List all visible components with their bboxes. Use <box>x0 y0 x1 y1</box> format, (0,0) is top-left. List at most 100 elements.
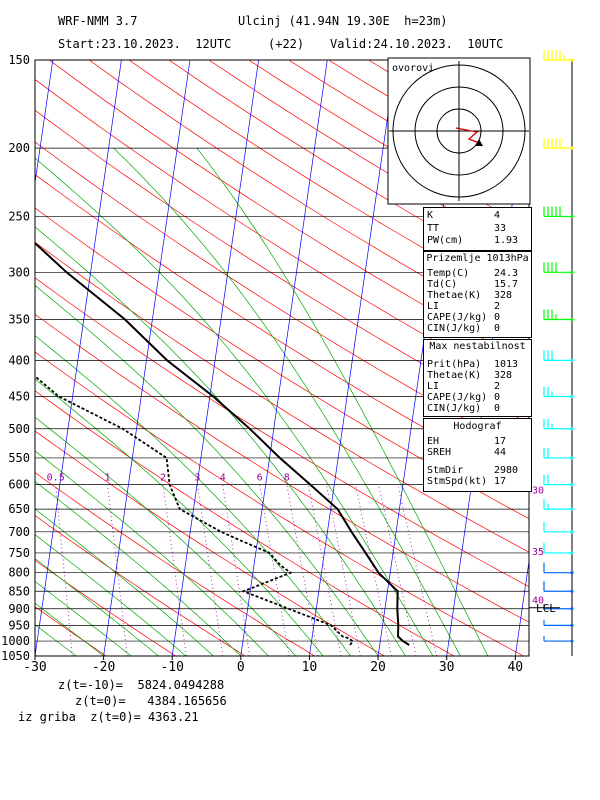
pressure-tick-label: 1000 <box>1 634 30 648</box>
temperature-profile <box>35 241 410 646</box>
wind-barb <box>543 350 574 363</box>
wind-barb <box>543 309 574 322</box>
isotherm-line <box>35 60 54 186</box>
pressure-tick-label: 600 <box>8 478 30 492</box>
pressure-tick-label: 550 <box>8 451 30 465</box>
height-t-zero-model: iz griba z(t=0)= 4363.21 <box>18 710 199 724</box>
moist-adiabat-line <box>35 335 351 656</box>
max-instability-value: 0 <box>494 392 501 403</box>
pressure-tick-label: 300 <box>8 265 30 279</box>
max-instability-label: Prit(hPa) <box>427 359 482 370</box>
surface-value: 24.3 <box>494 268 519 279</box>
wind-barb <box>543 386 574 399</box>
pressure-tick-label: 500 <box>8 422 30 436</box>
isotherm-line <box>309 60 397 656</box>
mixing-ratio-label: 8 <box>284 473 290 484</box>
max-instability-value: 0 <box>494 403 501 414</box>
wind-barb <box>543 206 574 219</box>
isotherm-line <box>103 60 191 656</box>
mixing-ratio-labels: 0.5 1 2 3 4 6 8 <box>47 473 290 484</box>
mixing-ratio-line <box>197 484 224 656</box>
temperature-tick-label: 0 <box>237 660 245 675</box>
forecast-offset: (+22) <box>268 37 305 51</box>
temperature-axis: -30 -20 -10 0 10 20 30 40 <box>23 656 523 675</box>
wind-barb <box>543 447 574 460</box>
dry-adiabat-line <box>35 430 385 656</box>
height-label: 35 <box>532 547 544 558</box>
mixing-ratio-label: 0.5 <box>47 473 65 484</box>
moist-adiabat-line <box>35 450 269 656</box>
mixing-ratio-line <box>222 484 251 656</box>
moist-adiabat-line <box>35 580 132 656</box>
hodograf-value: 2980 <box>494 465 519 476</box>
max-instability-label: LI <box>427 381 440 392</box>
temperature-tick-label: -30 <box>23 660 46 675</box>
wind-barb <box>543 636 574 643</box>
max-instability-label: CIN(J/kg) <box>427 403 482 414</box>
mixing-ratio-label: 1 <box>104 473 110 484</box>
index-tt-value: 33 <box>494 223 507 234</box>
wind-barb <box>543 138 574 150</box>
mixing-ratio-lines <box>55 484 437 656</box>
surface-title: Prizemlje 1013hPa <box>426 253 529 264</box>
moist-adiabat-line <box>35 534 187 656</box>
surface-label: CAPE(J/kg) <box>427 312 488 323</box>
profiles <box>35 241 410 646</box>
moist-adiabat-line <box>35 558 159 656</box>
height-t-zero: z(t=0)= 4384.165656 <box>75 694 227 708</box>
moist-adiabat-line <box>35 226 406 656</box>
wind-barb <box>543 262 574 274</box>
mixing-ratio-label: 2 <box>160 473 166 484</box>
mixing-ratio-line <box>355 484 392 656</box>
surface-label: Temp(C) <box>427 268 470 279</box>
index-pw-label: PW(cm) <box>427 235 464 246</box>
hodograf-label: SREH <box>427 447 452 458</box>
surface-value: 2 <box>494 301 501 312</box>
isotherm-line <box>35 60 122 656</box>
pressure-axis: 150 200 250 300 350 400 450 500 550 600 650 700 750 8… <box>1 53 30 663</box>
moist-adiabat-line <box>35 284 379 656</box>
mixing-ratio-line <box>162 484 187 656</box>
pressure-tick-label: 450 <box>8 389 30 403</box>
mixing-ratio-line <box>259 484 290 656</box>
isotherm-line <box>584 60 600 656</box>
pressure-tick-label: 750 <box>8 546 30 560</box>
moist-adiabats <box>35 147 489 656</box>
moist-adiabat-line <box>196 147 489 656</box>
surface-label: Td(C) <box>427 279 458 290</box>
station-info: Ulcinj (41.94N 19.30E h=23m) <box>238 14 448 28</box>
lcl-label: LCL <box>536 602 556 615</box>
mixing-ratio-line <box>55 484 73 656</box>
temperature-tick-label: 40 <box>507 660 523 675</box>
dewpoint-profile <box>35 375 355 646</box>
max-instability-value: 2 <box>494 381 501 392</box>
pressure-tick-label: 350 <box>8 313 30 327</box>
height-t-minus10: z(t=-10)= 5824.0494288 <box>58 678 225 692</box>
indices-panel: K 4 TT 33 PW(cm) 1.93 <box>423 207 532 251</box>
temperature-tick-label: -10 <box>160 660 183 675</box>
surface-value: 0 <box>494 312 501 323</box>
pressure-tick-label: 900 <box>8 602 30 616</box>
dry-adiabat-line <box>35 515 246 656</box>
dry-adiabat-line <box>168 60 529 281</box>
moist-adiabat-line <box>35 480 242 656</box>
model-name: WRF-NMM 3.7 <box>58 14 138 28</box>
index-tt-label: TT <box>427 223 440 234</box>
wind-barb <box>543 521 574 534</box>
hodograf-label: StmDir <box>427 465 464 476</box>
hodograf-title: Hodograf <box>453 421 502 432</box>
moist-adiabat-line <box>35 157 434 656</box>
surface-label: LI <box>427 301 440 312</box>
mixing-ratio-label: 6 <box>257 473 263 484</box>
wind-barb <box>543 499 574 511</box>
hodograf-label: EH <box>427 436 440 447</box>
isotherm-line <box>171 60 259 656</box>
max-instability-label: CAPE(J/kg) <box>427 392 488 403</box>
mixing-ratio-line <box>107 484 128 656</box>
storm-motion-marker <box>475 139 483 146</box>
hodograf-value: 17 <box>494 436 507 447</box>
pressure-tick-label: 200 <box>8 141 30 155</box>
temperature-tick-label: 30 <box>439 660 455 675</box>
temperature-tick-label: -20 <box>92 660 115 675</box>
